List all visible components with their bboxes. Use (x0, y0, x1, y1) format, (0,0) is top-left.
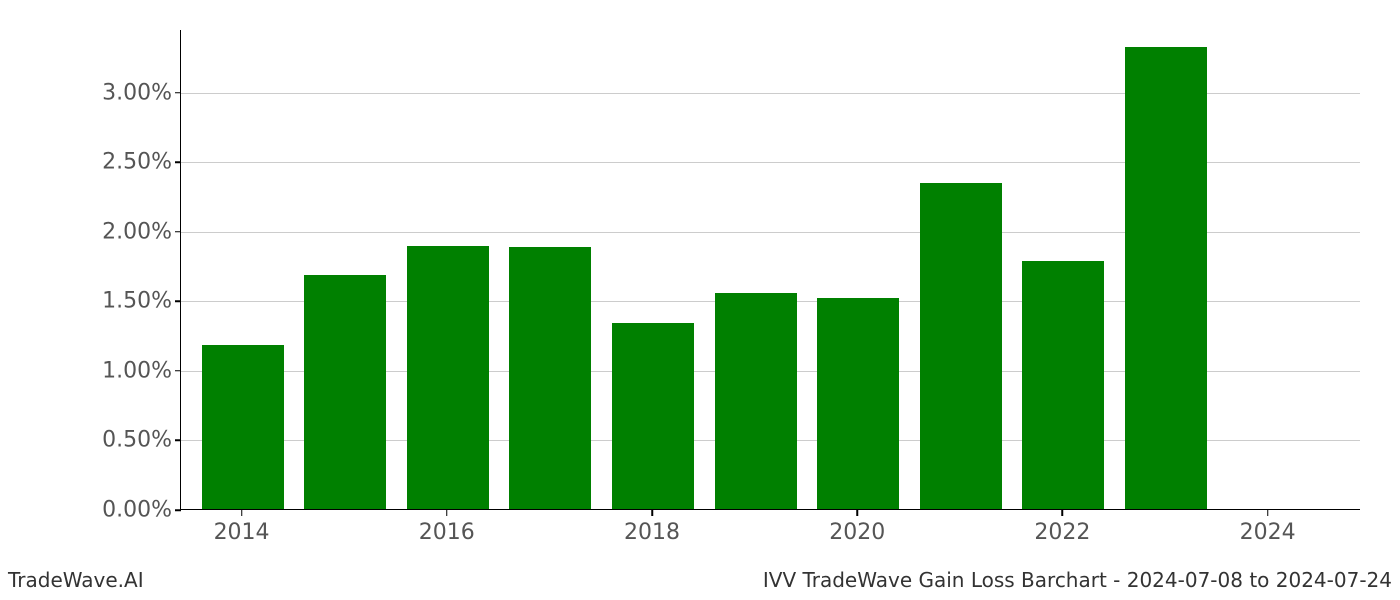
x-tick-mark (651, 510, 653, 516)
y-tick-mark (175, 231, 181, 233)
bar (715, 293, 797, 509)
y-tick-mark (175, 509, 181, 511)
x-tick-label: 2016 (419, 520, 475, 545)
x-tick-label: 2018 (624, 520, 680, 545)
bar (1022, 261, 1104, 509)
footer-left-label: TradeWave.AI (8, 568, 144, 592)
x-tick-label: 2024 (1240, 520, 1296, 545)
x-tick-mark (1267, 510, 1269, 516)
bar (1125, 47, 1207, 509)
bar (202, 345, 284, 509)
x-tick-mark (446, 510, 448, 516)
y-tick-mark (175, 92, 181, 94)
x-tick-label: 2014 (214, 520, 270, 545)
x-tick-label: 2020 (829, 520, 885, 545)
plot-area (180, 30, 1360, 510)
y-tick-label: 2.50% (102, 150, 172, 175)
y-tick-label: 0.50% (102, 428, 172, 453)
bar (817, 298, 899, 509)
bar (509, 247, 591, 509)
x-tick-mark (856, 510, 858, 516)
x-tick-mark (241, 510, 243, 516)
bar (612, 323, 694, 509)
y-tick-mark (175, 440, 181, 442)
bar (304, 275, 386, 509)
y-tick-label: 2.00% (102, 219, 172, 244)
footer-right-label: IVV TradeWave Gain Loss Barchart - 2024-… (763, 568, 1392, 592)
y-tick-mark (175, 161, 181, 163)
y-tick-label: 0.00% (102, 498, 172, 523)
y-tick-mark (175, 370, 181, 372)
y-tick-label: 3.00% (102, 80, 172, 105)
y-tick-label: 1.00% (102, 358, 172, 383)
bar (920, 183, 1002, 509)
chart-container (160, 30, 1360, 530)
y-tick-label: 1.50% (102, 289, 172, 314)
y-tick-mark (175, 301, 181, 303)
bar (407, 246, 489, 509)
x-tick-label: 2022 (1034, 520, 1090, 545)
x-tick-mark (1062, 510, 1064, 516)
